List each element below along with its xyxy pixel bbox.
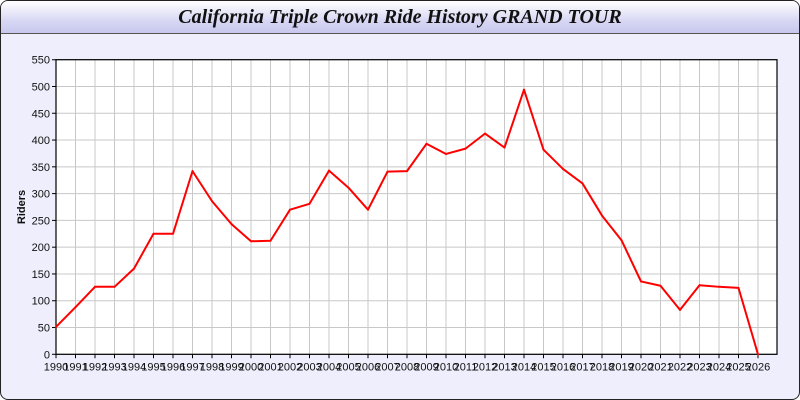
y-tick-label: 300 bbox=[32, 189, 50, 201]
x-tick-label: 2009 bbox=[414, 361, 438, 373]
data-point bbox=[718, 285, 720, 288]
data-point bbox=[74, 306, 77, 309]
data-point bbox=[347, 186, 350, 189]
y-tick-label: 400 bbox=[32, 135, 50, 147]
y-tick-label: 0 bbox=[44, 349, 50, 361]
data-point bbox=[152, 232, 155, 235]
data-point bbox=[601, 214, 603, 217]
x-tick-label: 1992 bbox=[83, 361, 107, 373]
x-tick-label: 2010 bbox=[434, 361, 458, 373]
x-tick-label: 2007 bbox=[375, 361, 399, 373]
data-point bbox=[620, 239, 623, 242]
data-point bbox=[464, 147, 467, 150]
data-point bbox=[250, 240, 252, 243]
data-point bbox=[698, 284, 701, 287]
data-point bbox=[679, 308, 681, 311]
data-point bbox=[269, 239, 272, 242]
x-tick-label: 1997 bbox=[180, 361, 204, 373]
data-point bbox=[425, 142, 428, 145]
data-point bbox=[230, 223, 233, 226]
x-tick-label: 2017 bbox=[570, 361, 594, 373]
data-point bbox=[640, 280, 642, 283]
y-tick-label: 250 bbox=[32, 215, 50, 227]
data-point bbox=[55, 325, 57, 328]
x-tick-label: 2018 bbox=[590, 361, 614, 373]
data-point bbox=[523, 88, 525, 91]
data-point bbox=[211, 200, 213, 203]
x-tick-label: 2015 bbox=[531, 361, 555, 373]
x-tick-label: 1996 bbox=[161, 361, 185, 373]
y-tick-label: 500 bbox=[32, 81, 50, 93]
y-tick-label: 150 bbox=[32, 269, 50, 281]
x-tick-label: 2012 bbox=[473, 361, 497, 373]
data-point bbox=[445, 152, 447, 155]
data-point bbox=[289, 208, 291, 211]
data-point bbox=[503, 146, 506, 149]
x-tick-label: 1993 bbox=[102, 361, 126, 373]
y-tick-label: 450 bbox=[32, 108, 50, 120]
data-point bbox=[367, 208, 369, 211]
data-point bbox=[308, 202, 311, 205]
plot-area bbox=[56, 59, 777, 355]
x-tick-label: 2003 bbox=[297, 361, 321, 373]
data-point bbox=[542, 148, 545, 151]
data-point bbox=[191, 170, 194, 173]
x-tick-label: 2004 bbox=[317, 361, 341, 373]
x-tick-label: 2014 bbox=[512, 361, 536, 373]
plot-border bbox=[55, 59, 778, 355]
chart-title: California Triple Crown Ride History GRA… bbox=[178, 6, 622, 28]
data-point bbox=[113, 285, 116, 288]
x-tick-label: 2011 bbox=[454, 361, 478, 373]
y-tick-label: 550 bbox=[32, 55, 50, 67]
data-point bbox=[484, 132, 486, 135]
data-point bbox=[172, 232, 174, 235]
x-tick-label: 2000 bbox=[239, 361, 263, 373]
x-tick-label: 1998 bbox=[200, 361, 224, 373]
data-point bbox=[562, 167, 564, 170]
x-tick-label: 2021 bbox=[648, 361, 672, 373]
data-point bbox=[328, 169, 330, 172]
x-tick-label: 2005 bbox=[336, 361, 360, 373]
x-tick-label: 2008 bbox=[395, 361, 419, 373]
title-bar: California Triple Crown Ride History GRA… bbox=[1, 1, 799, 34]
x-tick-label: 2022 bbox=[668, 361, 692, 373]
data-point bbox=[659, 284, 662, 287]
x-tick-label: 1999 bbox=[219, 361, 243, 373]
data-point bbox=[386, 170, 389, 173]
x-tick-label: 1990 bbox=[44, 361, 68, 373]
y-tick-label: 350 bbox=[32, 162, 50, 174]
x-tick-label: 1995 bbox=[141, 361, 165, 373]
data-point bbox=[581, 182, 584, 185]
x-tick-label: 2020 bbox=[629, 361, 653, 373]
x-tick-label: 2013 bbox=[492, 361, 516, 373]
x-tick-label: 2019 bbox=[609, 361, 633, 373]
data-point bbox=[94, 285, 96, 288]
x-tick-label: 2002 bbox=[278, 361, 302, 373]
data-point bbox=[737, 286, 740, 289]
data-point bbox=[757, 353, 759, 356]
x-tick-label: 1994 bbox=[122, 361, 146, 373]
x-tick-label: 2006 bbox=[356, 361, 380, 373]
y-tick-label: 200 bbox=[32, 242, 50, 254]
y-tick-label: 100 bbox=[32, 296, 50, 308]
x-tick-label: 2025 bbox=[726, 361, 750, 373]
data-point bbox=[133, 267, 135, 270]
x-tick-label: 2001 bbox=[258, 361, 282, 373]
y-tick-label: 50 bbox=[38, 323, 50, 335]
x-tick-label: 2023 bbox=[687, 361, 711, 373]
x-tick-label: 1991 bbox=[63, 361, 87, 373]
x-tick-label: 2024 bbox=[707, 361, 731, 373]
data-point bbox=[406, 170, 408, 173]
x-tick-label: 2026 bbox=[746, 361, 770, 373]
x-tick-label: 2016 bbox=[551, 361, 575, 373]
y-axis-label: Riders bbox=[16, 190, 28, 224]
